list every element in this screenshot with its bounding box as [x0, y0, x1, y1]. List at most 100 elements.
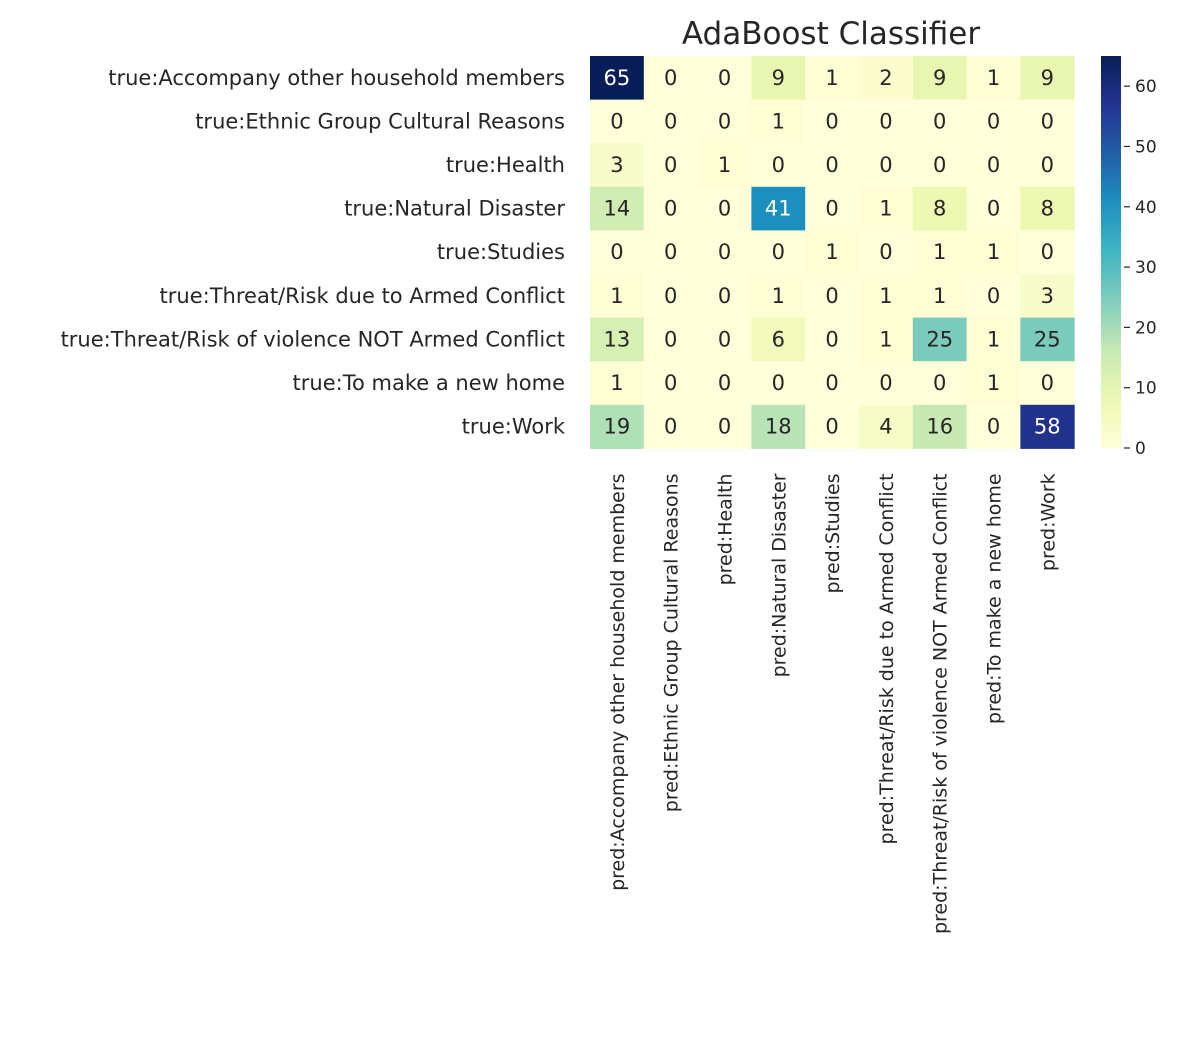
- heatmap-cell: [643, 317, 699, 362]
- cell-value-label: 0: [879, 153, 892, 177]
- column-tick-label: pred:Health: [715, 473, 737, 585]
- cell-value-label: 1: [879, 327, 892, 351]
- cell-value-label: 2: [879, 66, 892, 90]
- heatmap-cell: [590, 404, 645, 449]
- heatmap-cell: [966, 186, 1021, 231]
- heatmap-cell: [805, 404, 860, 449]
- heatmap-cell: [966, 99, 1021, 144]
- heatmap-cell: [966, 143, 1021, 188]
- heatmap-cell: [859, 56, 914, 101]
- heatmap-cell: [751, 56, 806, 101]
- column-tick-label: pred:Ethnic Group Cultural Reasons: [661, 473, 683, 812]
- cell-value-label: 0: [825, 327, 838, 351]
- heatmap-cell: [643, 56, 699, 101]
- heatmap-cell: [590, 99, 645, 144]
- column-labels: pred:Accompany other household members pr…: [607, 473, 1059, 934]
- heatmap-cell: [697, 361, 752, 406]
- row-tick-label: true:Work: [462, 415, 566, 439]
- colorbar-tick-label: 50: [1135, 137, 1157, 157]
- cell-value-label: 18: [765, 415, 792, 439]
- heatmap-cell: [912, 99, 968, 144]
- column-tick-label: pred:Accompany other household members: [607, 473, 629, 891]
- heatmap-cell: [805, 317, 860, 362]
- heatmap-cell: [805, 56, 860, 101]
- cell-value-label: 0: [772, 240, 785, 264]
- cell-value-label: 65: [604, 66, 631, 90]
- cell-value-label: 0: [933, 153, 946, 177]
- heatmap-cell: [966, 404, 1021, 449]
- colorbar-tick-label: 30: [1135, 258, 1157, 278]
- heatmap-cell: [966, 361, 1021, 406]
- cell-value-label: 0: [879, 371, 892, 395]
- row-tick-label: true:Threat/Risk of violence NOT Armed C…: [61, 327, 565, 351]
- cell-value-label: 1: [933, 284, 946, 308]
- heatmap-cell: [751, 317, 806, 362]
- row-tick-label: true:Health: [446, 153, 565, 177]
- cell-value-label: 1: [718, 153, 731, 177]
- cell-value-label: 0: [718, 284, 731, 308]
- heatmap-cell: [590, 143, 645, 188]
- cell-value-label: 0: [987, 415, 1000, 439]
- heatmap-cell: [805, 143, 860, 188]
- heatmap-cell: [697, 99, 752, 144]
- cell-value-label: 1: [987, 240, 1000, 264]
- cell-value-label: 0: [825, 153, 838, 177]
- cell-value-label: 1: [772, 284, 785, 308]
- cell-value-label: 16: [926, 415, 953, 439]
- cell-value-label: 0: [825, 415, 838, 439]
- heatmap-cell: [697, 186, 752, 231]
- cell-value-label: 0: [825, 197, 838, 221]
- cell-value-label: 0: [610, 109, 623, 133]
- cell-value-label: 0: [664, 197, 677, 221]
- colorbar: 0 10 20 30 40 50 60: [1101, 56, 1157, 459]
- heatmap-cell: [805, 99, 860, 144]
- heatmap-cell: [912, 186, 968, 231]
- column-tick-label: pred:Threat/Risk of violence NOT Armed C…: [930, 473, 952, 934]
- heatmap-cell: [751, 186, 806, 231]
- heatmap-cell: [751, 143, 806, 188]
- cell-value-label: 0: [772, 153, 785, 177]
- heatmap-cell: [697, 230, 752, 275]
- cell-value-label: 0: [772, 371, 785, 395]
- heatmap-cell: [1020, 186, 1075, 231]
- heatmap-cell: [912, 404, 968, 449]
- heatmap-cell: [1020, 361, 1075, 406]
- cell-value-label: 1: [825, 240, 838, 264]
- heatmap-cell: [643, 404, 699, 449]
- cell-value-label: 0: [718, 240, 731, 264]
- heatmap-cell: [1020, 404, 1075, 449]
- heatmap-cell: [859, 361, 914, 406]
- heatmap-cell: [697, 274, 752, 319]
- cell-value-label: 0: [664, 415, 677, 439]
- heatmap-cell: [966, 56, 1021, 101]
- heatmap-cell: [1020, 230, 1075, 275]
- heatmap-cell: [590, 186, 645, 231]
- heatmap-cell: [751, 230, 806, 275]
- heatmap-cell: [805, 230, 860, 275]
- heatmap-cell: [643, 99, 699, 144]
- cell-value-label: 0: [718, 109, 731, 133]
- cell-value-label: 0: [664, 284, 677, 308]
- heatmap-cell: [805, 361, 860, 406]
- row-tick-label: true:To make a new home: [293, 371, 565, 395]
- heatmap-cell: [590, 274, 645, 319]
- cell-value-label: 0: [987, 153, 1000, 177]
- heatmap-cell: [590, 56, 645, 101]
- heatmap-cell: [590, 317, 645, 362]
- cell-value-label: 9: [772, 66, 785, 90]
- row-tick-label: true:Studies: [437, 240, 565, 264]
- heatmap-cell: [966, 317, 1021, 362]
- cell-value-label: 0: [987, 197, 1000, 221]
- cell-value-label: 0: [718, 415, 731, 439]
- heatmap-cell: [859, 404, 914, 449]
- colorbar-gradient: [1101, 56, 1121, 448]
- heatmap-cell: [859, 186, 914, 231]
- cell-value-label: 0: [718, 66, 731, 90]
- heatmap-cells: 65 0 0 9 1 2 9 1 90 0 0 1 0 0 0 0 03 0 1 0 0 0 0 0 014 0 0 41 0 1 8 0 80…: [590, 56, 1075, 449]
- heatmap-cell: [643, 274, 699, 319]
- colorbar-tick-label: 10: [1135, 379, 1157, 399]
- cell-value-label: 0: [987, 284, 1000, 308]
- column-tick-label: pred:Threat/Risk due to Armed Conflict: [876, 473, 898, 844]
- cell-value-label: 1: [987, 371, 1000, 395]
